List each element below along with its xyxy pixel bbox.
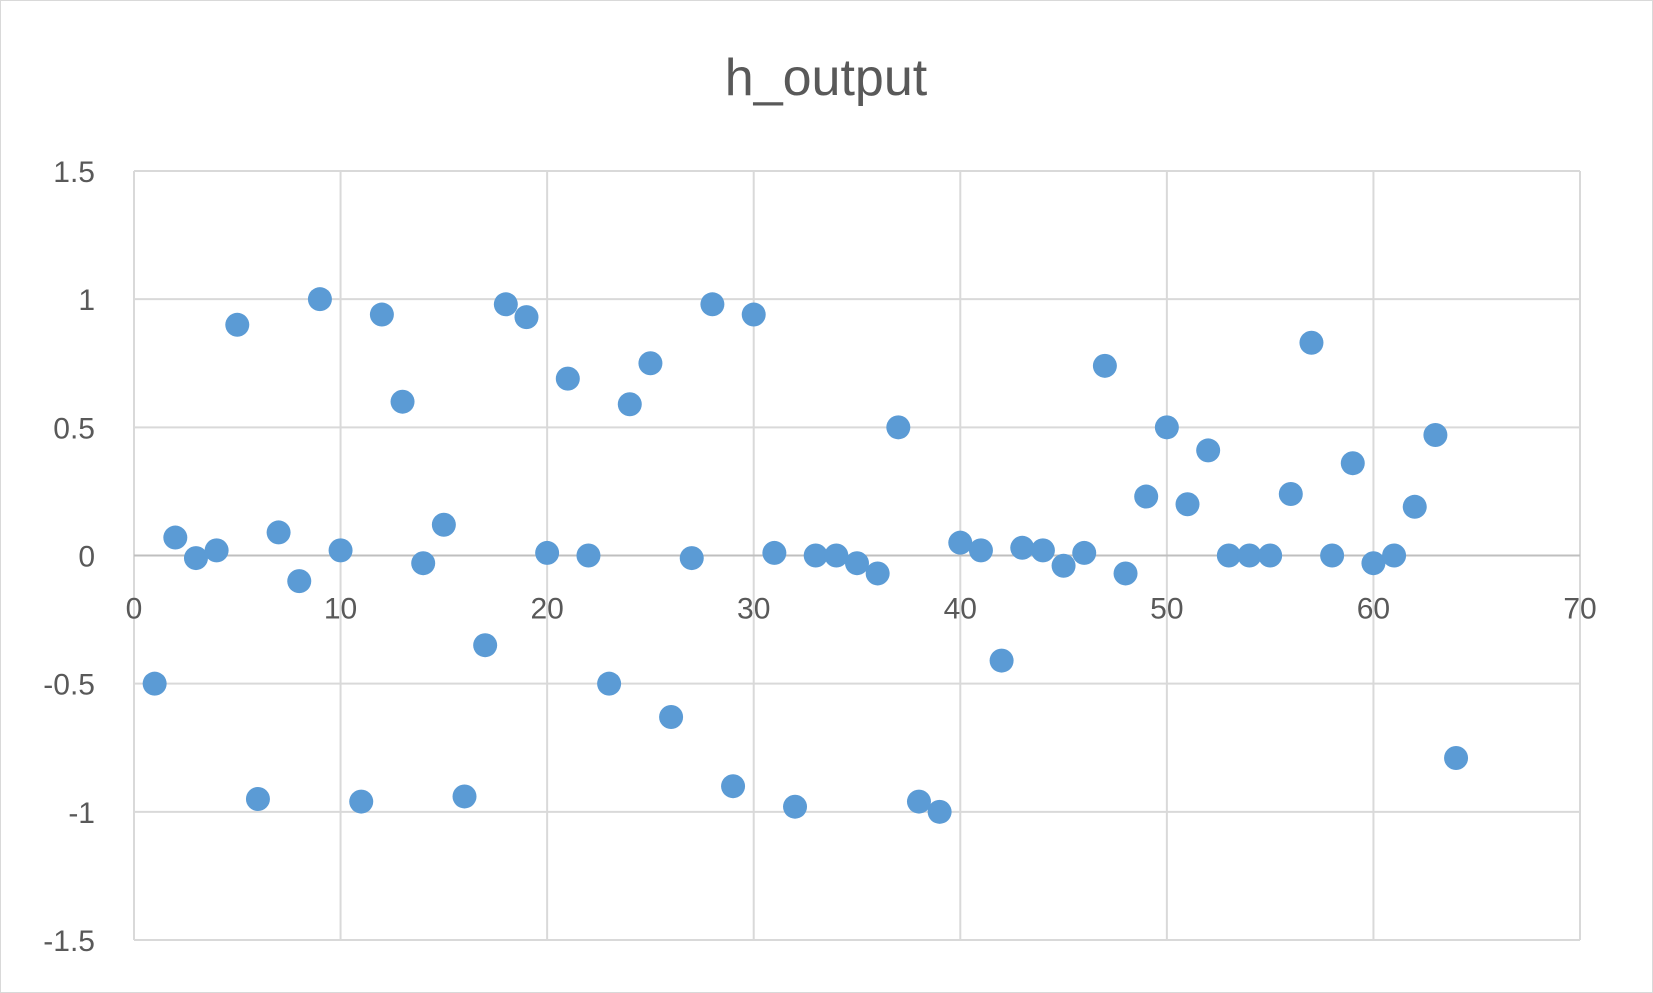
data-point <box>183 546 208 571</box>
data-point <box>266 520 291 545</box>
data-point <box>1402 494 1427 519</box>
data-point <box>493 292 518 317</box>
data-point <box>597 671 622 696</box>
data-point <box>762 540 787 565</box>
data-point <box>927 799 952 824</box>
data-point <box>1320 543 1345 568</box>
data-point <box>906 789 931 814</box>
y-tick-label: 0.5 <box>53 412 95 445</box>
x-tick-label: 40 <box>944 593 977 626</box>
data-point <box>245 787 270 812</box>
data-point <box>307 287 332 312</box>
y-tick-label: 1 <box>78 284 95 317</box>
data-point <box>328 538 353 563</box>
data-point <box>1444 746 1469 771</box>
data-point <box>824 543 849 568</box>
data-point <box>1216 543 1241 568</box>
x-tick-label: 0 <box>126 593 143 626</box>
data-point <box>741 302 766 327</box>
data-point <box>1175 492 1200 517</box>
data-point <box>431 512 456 537</box>
data-point <box>1154 415 1179 440</box>
y-tick-label: -1.5 <box>43 925 95 958</box>
data-point <box>659 704 684 729</box>
data-point <box>369 302 394 327</box>
x-tick-label: 50 <box>1150 593 1183 626</box>
data-point <box>968 538 993 563</box>
data-point <box>721 774 746 799</box>
data-point <box>535 540 560 565</box>
data-point <box>411 551 436 576</box>
data-point <box>1382 543 1407 568</box>
data-points <box>142 287 1469 824</box>
grid <box>133 170 1581 941</box>
data-point <box>1010 535 1035 560</box>
data-point <box>886 415 911 440</box>
x-tick-label: 60 <box>1357 593 1390 626</box>
data-point <box>1030 538 1055 563</box>
data-point <box>1423 423 1448 448</box>
data-point <box>783 794 808 819</box>
data-point <box>617 392 642 417</box>
data-point <box>989 648 1014 673</box>
data-point <box>142 671 167 696</box>
data-point <box>865 561 890 586</box>
data-point <box>287 569 312 594</box>
data-point <box>1113 561 1138 586</box>
data-point <box>1134 484 1159 509</box>
data-point <box>1340 451 1365 476</box>
y-tick-label: -1 <box>68 797 95 830</box>
data-point <box>1237 543 1262 568</box>
x-tick-label: 70 <box>1563 593 1596 626</box>
data-point <box>1278 481 1303 506</box>
data-point <box>452 784 477 809</box>
data-point <box>576 543 601 568</box>
data-point <box>473 633 498 658</box>
y-tick-label: 1.5 <box>53 156 95 189</box>
data-point <box>1072 540 1097 565</box>
data-point <box>1092 353 1117 378</box>
data-point <box>948 530 973 555</box>
data-point <box>225 312 250 337</box>
data-point <box>204 538 229 563</box>
x-tick-label: 10 <box>324 593 357 626</box>
data-point <box>1258 543 1283 568</box>
data-point <box>555 366 580 391</box>
data-point <box>514 305 539 330</box>
data-point <box>1361 551 1386 576</box>
data-point <box>1196 438 1221 463</box>
data-point <box>803 543 828 568</box>
data-point <box>163 525 188 550</box>
y-tick-label: 0 <box>78 541 95 574</box>
y-tick-labels: 1.5 1 0.5 0 -0.5 -1 -1.5 <box>43 156 95 958</box>
data-point <box>349 789 374 814</box>
chart-title: h_output <box>725 49 928 107</box>
data-point <box>845 551 869 576</box>
x-tick-label: 20 <box>530 593 563 626</box>
data-point <box>679 546 704 571</box>
x-tick-labels: 0 10 20 30 40 50 60 70 <box>126 593 1597 626</box>
data-point <box>390 389 415 414</box>
y-tick-label: -0.5 <box>43 669 95 702</box>
x-tick-label: 30 <box>737 593 770 626</box>
data-point <box>700 292 725 317</box>
data-point <box>1299 330 1324 355</box>
data-point <box>1051 553 1076 578</box>
data-point <box>638 351 663 376</box>
